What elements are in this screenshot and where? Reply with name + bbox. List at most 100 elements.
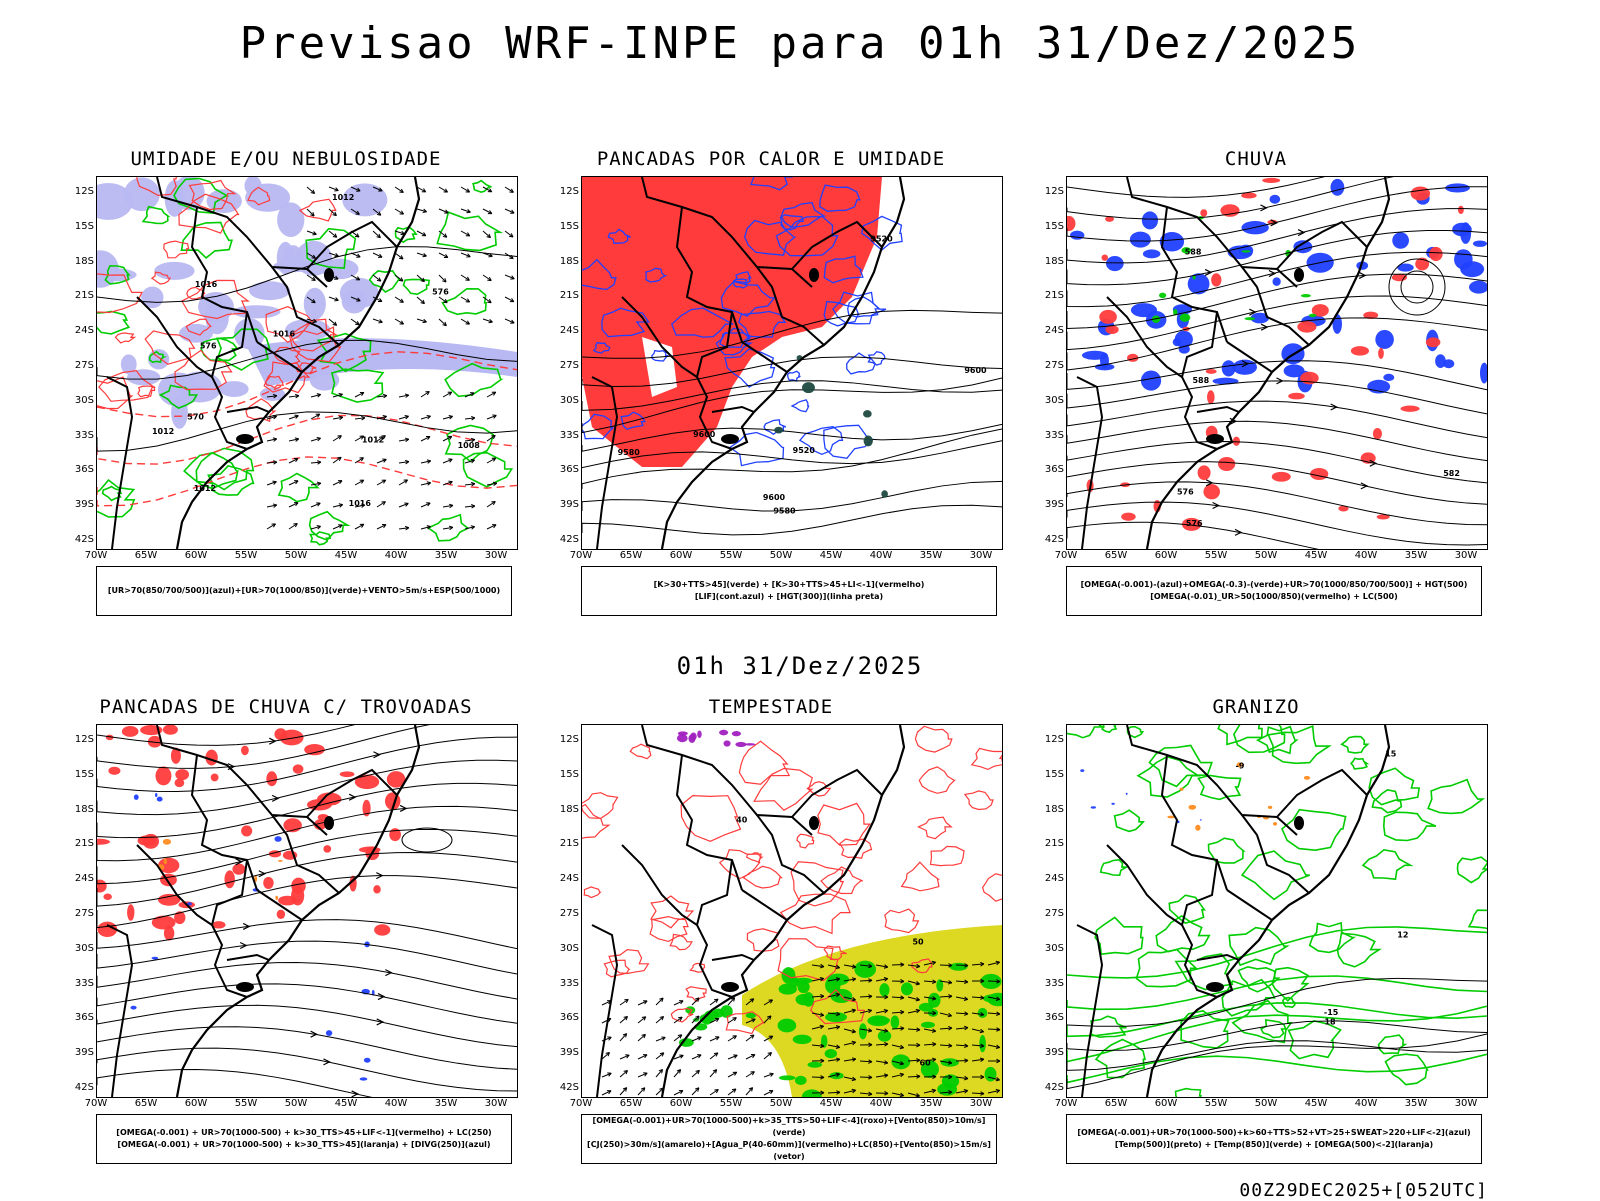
lon-label: 70W <box>570 550 593 561</box>
lat-label: 24S <box>56 325 94 336</box>
temp850-contour <box>1095 917 1143 954</box>
panel-title: TEMPESTADE <box>541 696 1001 718</box>
contour-label: 9600 <box>693 430 716 439</box>
lon-label: 45W <box>1305 550 1328 561</box>
rain-area <box>1310 468 1328 480</box>
state-border <box>227 955 269 960</box>
lat-label: 15S <box>56 769 94 780</box>
contour-label: 1008 <box>458 441 481 450</box>
storm-area <box>323 845 331 853</box>
lake <box>236 982 254 992</box>
state-border <box>1127 177 1297 287</box>
panel-title: PANCADAS POR CALOR E UMIDADE <box>541 148 1001 170</box>
water-contour <box>670 934 692 949</box>
hail-area <box>1080 769 1084 772</box>
water-contour <box>582 805 609 841</box>
lat-label: 39S <box>56 1047 94 1058</box>
lat-label: 39S <box>1026 499 1064 510</box>
green-cell <box>881 490 888 497</box>
lon-label: 70W <box>1055 1098 1078 1109</box>
storm-area <box>155 766 171 785</box>
lon-label: 60W <box>670 1098 693 1109</box>
rain-area <box>1373 428 1382 440</box>
rain-area <box>1351 346 1369 356</box>
state-border <box>622 845 697 925</box>
lon-label: 40W <box>385 550 408 561</box>
wind850-area <box>779 1075 796 1080</box>
temp850-contour <box>1261 1020 1286 1038</box>
lon-label: 55W <box>235 550 258 561</box>
lon-label: 40W <box>870 1098 893 1109</box>
severe-area <box>678 731 688 735</box>
rain-area <box>1401 406 1420 412</box>
lake <box>1206 982 1224 992</box>
lat-label: 33S <box>56 978 94 989</box>
omega-area <box>1330 179 1344 196</box>
lon-label: 30W <box>970 550 993 561</box>
streamline <box>97 1070 517 1097</box>
storm-area <box>122 726 139 737</box>
lake <box>809 816 819 830</box>
lat-label: 39S <box>541 499 579 510</box>
lat-label: 30S <box>541 395 579 406</box>
humidity-contour <box>404 279 430 294</box>
streamline <box>1067 502 1487 545</box>
lat-label: 36S <box>56 1012 94 1023</box>
wind850-area <box>797 981 809 993</box>
lat-label: 39S <box>56 499 94 510</box>
contour-label: 582 <box>1443 469 1460 478</box>
streamline <box>97 984 517 1023</box>
contour-label: 9580 <box>773 506 796 515</box>
storm-area <box>103 894 111 900</box>
contour-label: 18 <box>1324 1017 1336 1026</box>
omega-area <box>1142 211 1158 229</box>
water-contour <box>919 817 952 839</box>
water-contour <box>720 850 761 879</box>
temp850-contour <box>1342 737 1368 753</box>
lat-label: 36S <box>56 464 94 475</box>
state-border <box>107 925 132 1097</box>
lat-label: 27S <box>56 360 94 371</box>
temp850-contour <box>1102 725 1116 732</box>
water-contour <box>902 862 939 891</box>
temp850-contour <box>1379 1035 1405 1054</box>
contour-label: 1012 <box>362 435 384 444</box>
lat-label: 21S <box>56 290 94 301</box>
temp850-contour <box>1469 910 1487 930</box>
lat-label: 18S <box>1026 804 1064 815</box>
storm-area <box>241 825 252 836</box>
lon-label: 60W <box>1155 1098 1178 1109</box>
contour-label: 1012 <box>152 427 174 436</box>
lake <box>809 268 819 282</box>
severe-area <box>735 742 746 747</box>
humidity-area <box>148 349 169 369</box>
storm-area <box>263 877 273 889</box>
streamline <box>1067 381 1487 414</box>
legend-line: [UR>70(850/700/500)](azul)+[UR>70(1000/8… <box>97 585 511 597</box>
lon-label: 65W <box>135 1098 158 1109</box>
convection-area <box>582 177 882 467</box>
lon-label: 55W <box>235 1098 258 1109</box>
humidity-contour <box>396 227 417 242</box>
lat-label: 42S <box>56 534 94 545</box>
contour-label: -9 <box>1236 761 1245 770</box>
lon-label: 55W <box>1205 550 1228 561</box>
temp850-contour <box>1258 727 1297 754</box>
lon-label: 65W <box>620 550 643 561</box>
storm-area <box>160 874 177 887</box>
lon-label: 50W <box>770 550 793 561</box>
lat-label: 30S <box>56 943 94 954</box>
rain-area <box>1198 465 1211 480</box>
storm-area <box>304 744 325 755</box>
temp850-contour <box>1101 860 1127 875</box>
storm-area <box>241 746 249 756</box>
lon-label: 45W <box>820 1098 843 1109</box>
contour-label: 1012 <box>332 193 354 202</box>
lat-label: 21S <box>1026 838 1064 849</box>
lat-label: 36S <box>541 1012 579 1023</box>
omega-area <box>1454 249 1473 269</box>
lat-label: 21S <box>541 290 579 301</box>
contour-label: 9520 <box>793 446 816 455</box>
